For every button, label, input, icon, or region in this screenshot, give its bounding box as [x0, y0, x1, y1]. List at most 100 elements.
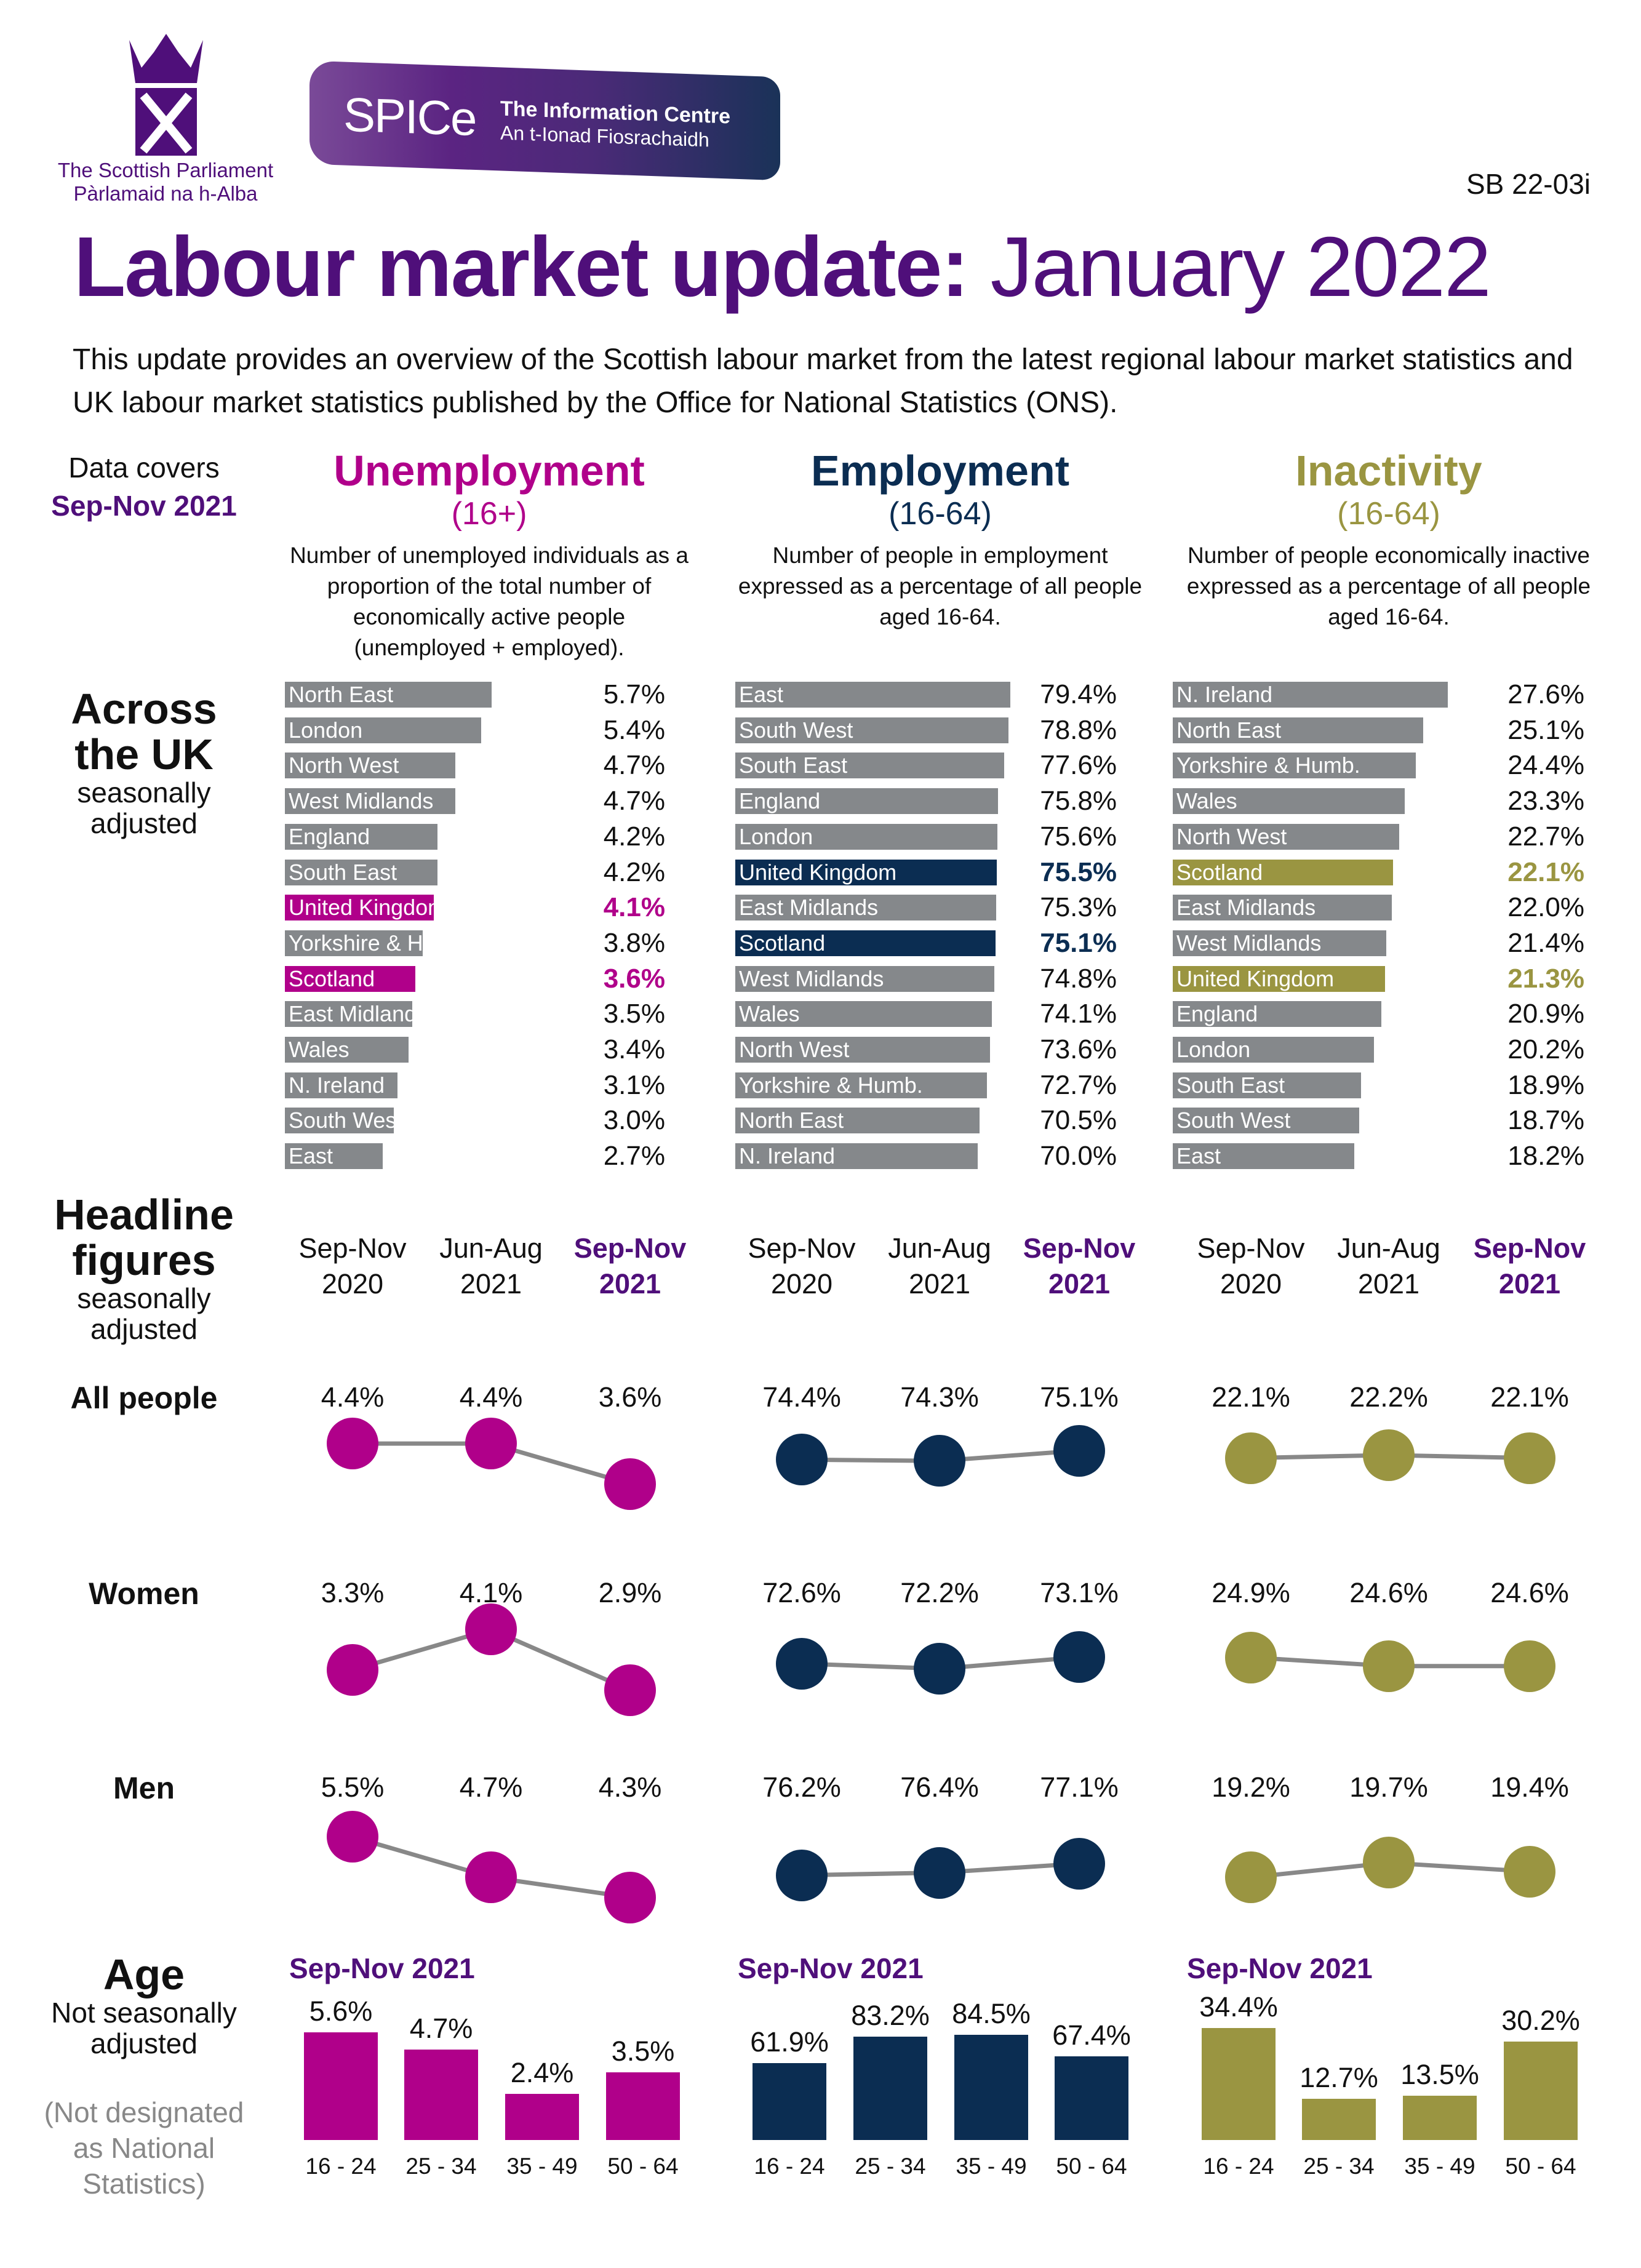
unemployment-period-header: Sep-Nov — [298, 1232, 407, 1264]
unemployment-age-value: 2.4% — [510, 2056, 574, 2088]
employment-headline-value: 77.1% — [1040, 1771, 1119, 1803]
employment-age-value: 83.2% — [851, 1999, 930, 2031]
logo-line-gaelic: Pàrlamaid na h-Alba — [73, 182, 258, 205]
unemployment-age-group: 25 - 34 — [405, 2154, 477, 2179]
inactivity-region-value: 18.7% — [1507, 1105, 1584, 1136]
unemployment-age-value: 4.7% — [409, 2012, 473, 2044]
unemployment-age-value: 5.6% — [309, 1995, 373, 2027]
employment-age-group: 25 - 34 — [855, 2154, 926, 2179]
employment-region-value: 75.3% — [1040, 892, 1117, 923]
age-note1: Not seasonally — [51, 1997, 237, 2029]
inactivity-region-bar: East — [1173, 1143, 1354, 1170]
age-period-employment: Sep-Nov 2021 — [738, 1952, 924, 1984]
inactivity-headline-dot — [1363, 1837, 1415, 1889]
employment-headline-value: 74.4% — [762, 1381, 841, 1413]
inactivity-description: Number of people economically inactive e… — [1186, 543, 1591, 629]
inactivity-region-bar: North West — [1173, 823, 1399, 850]
unemployment-period-header: Jun-Aug — [439, 1232, 543, 1264]
unemployment-region-value: 4.2% — [603, 821, 665, 852]
headline-note2: adjusted — [90, 1313, 198, 1345]
age-note2: adjusted — [90, 2027, 198, 2059]
employment-age-range: (16-64) — [888, 496, 992, 532]
inactivity-region-bar: N. Ireland — [1173, 682, 1448, 708]
employment-region-value: 70.0% — [1040, 1141, 1117, 1172]
logo-line-english: The Scottish Parliament — [57, 159, 274, 182]
inactivity-region-bar: South West — [1173, 1108, 1359, 1134]
unemployment-headline-dot — [465, 1603, 517, 1656]
unemployment-region-value: 4.1% — [603, 892, 665, 923]
unemployment-region-value: 5.4% — [603, 714, 665, 745]
employment-headline-dot — [1053, 1424, 1105, 1477]
across-title1: Across — [71, 685, 217, 733]
inactivity-headline-dot — [1504, 1640, 1555, 1692]
unemployment-region-bar: East Midlands — [285, 1001, 428, 1028]
unemployment-region-bar: United Kingdom — [285, 895, 446, 921]
employment-headline-value: 72.2% — [900, 1577, 979, 1608]
title-bold: Labour market update: — [74, 220, 969, 314]
across-uk-label: Across the UK seasonally adjusted — [71, 686, 217, 839]
across-note2: adjusted — [90, 807, 198, 839]
inactivity-region-value: 20.2% — [1507, 1034, 1584, 1064]
unemployment-headline-dot — [604, 1458, 656, 1510]
unemployment-headline-dot — [604, 1664, 656, 1716]
employment-period-year: 2021 — [1048, 1268, 1111, 1300]
unemployment-period-year: 2021 — [460, 1268, 522, 1300]
unemployment-age-bar — [505, 2093, 579, 2140]
unemployment-region-bar: London — [285, 717, 481, 743]
data-covers-label: Data covers — [68, 452, 220, 484]
inactivity-age-bar — [1504, 2041, 1578, 2140]
employment-title: Employment — [810, 447, 1070, 495]
inactivity-region-bar: Yorkshire & Humb. — [1173, 753, 1416, 779]
employment-age-bar — [1055, 2056, 1128, 2140]
employment-region-value: 72.7% — [1040, 1069, 1117, 1100]
employment-age-bar — [954, 2035, 1028, 2140]
inactivity-period-year: 2020 — [1220, 1268, 1282, 1300]
inactivity-region-value: 20.9% — [1507, 999, 1584, 1029]
employment-region-bar: England — [735, 788, 998, 815]
employment-age-value: 61.9% — [750, 2026, 829, 2058]
employment-headline-value: 72.6% — [762, 1577, 841, 1608]
inactivity-headline-dot — [1504, 1845, 1555, 1898]
inactivity-region-value: 21.4% — [1507, 927, 1584, 958]
age-period-inactivity: Sep-Nov 2021 — [1187, 1952, 1373, 1984]
employment-region-value: 79.4% — [1040, 679, 1117, 709]
inactivity-headline-value: 22.1% — [1490, 1381, 1569, 1413]
unemployment-region-bar: Yorkshire & Humb. — [285, 930, 473, 956]
headline-row-label: All people — [70, 1381, 218, 1415]
across-note1: seasonally — [77, 777, 211, 809]
inactivity-region-value: 22.0% — [1507, 892, 1584, 923]
inactivity-region-value: 22.1% — [1507, 856, 1584, 887]
employment-headline-dot — [776, 1849, 828, 1901]
unemployment-region-bar: Wales — [285, 1037, 409, 1063]
inactivity-age-value: 13.5% — [1400, 2059, 1479, 2091]
inactivity-region-value: 18.9% — [1507, 1069, 1584, 1100]
unemployment-region-bar: East — [285, 1143, 383, 1170]
unemployment-age-group: 50 - 64 — [607, 2154, 679, 2179]
inactivity-headline-dot — [1363, 1640, 1415, 1692]
inactivity-age-group: 35 - 49 — [1404, 2154, 1475, 2179]
unemployment-period-year: 2020 — [321, 1268, 384, 1300]
unemployment-age-range: (16+) — [451, 496, 527, 532]
unemployment-headline-dot — [604, 1871, 656, 1923]
unemployment-age-value: 3.5% — [611, 2035, 675, 2067]
employment-region-bar: East Midlands — [735, 895, 996, 921]
employment-age-group: 35 - 49 — [956, 2154, 1027, 2179]
inactivity-region-bar: Scotland — [1173, 859, 1394, 885]
unemployment-headline-dot — [327, 1418, 378, 1470]
employment-headline-value: 75.1% — [1040, 1381, 1119, 1413]
unemployment-region-value: 3.8% — [603, 927, 665, 958]
employment-headline-dot — [914, 1435, 965, 1487]
inactivity-headline-dot — [1363, 1429, 1415, 1481]
employment-region-value: 70.5% — [1040, 1105, 1117, 1136]
scottish-parliament-crest-icon — [129, 34, 203, 156]
inactivity-age-range: (16-64) — [1337, 496, 1440, 532]
age-title: Age — [103, 1951, 185, 1998]
unemployment-headline-value: 4.7% — [459, 1771, 523, 1803]
employment-region-bar: South East — [735, 753, 1004, 779]
inactivity-age-bar — [1403, 2096, 1477, 2140]
unemployment-region-value: 3.1% — [603, 1069, 665, 1100]
inactivity-region-bar: United Kingdom — [1173, 965, 1386, 992]
employment-period-header: Sep-Nov — [748, 1232, 856, 1264]
headline-row-label: Women — [89, 1576, 199, 1611]
